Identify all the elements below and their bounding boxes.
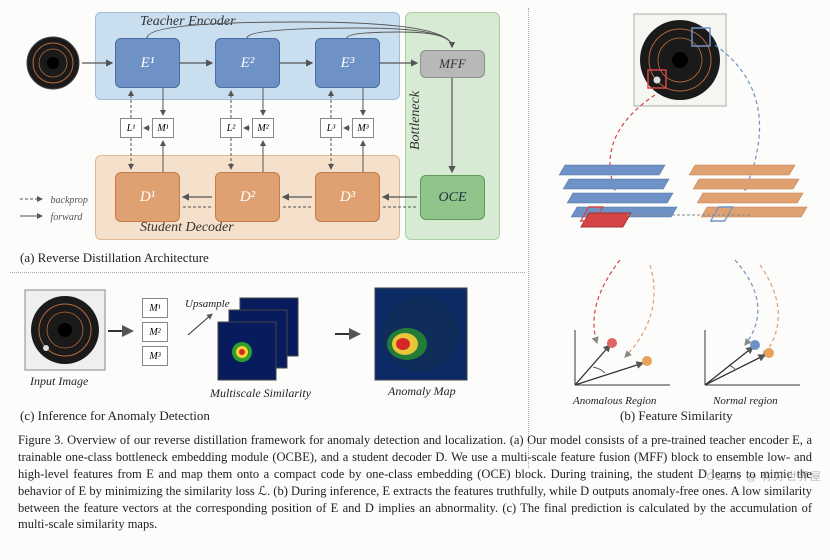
panel-b: Anomalous Region Normal region xyxy=(535,5,825,425)
anomalous-label: Anomalous Region xyxy=(573,395,656,407)
arrow-c2 xyxy=(335,328,365,340)
legend-backprop: backprop xyxy=(20,195,88,206)
subcaption-a: (a) Reverse Distillation Architecture xyxy=(20,250,209,266)
watermark: CSDN @ 你好世界屋 xyxy=(707,468,822,484)
arrow-c1 xyxy=(108,325,138,337)
input-image-label: Input Image xyxy=(30,374,88,389)
panel-a: Teacher Encoder Bottleneck Student Decod… xyxy=(0,0,525,270)
feature-grids xyxy=(555,155,815,285)
subcaption-b: (b) Feature Similarity xyxy=(620,408,733,424)
normal-label: Normal region xyxy=(713,395,778,407)
vector-plot-right xyxy=(695,325,805,395)
m1-c: M¹ xyxy=(142,298,168,318)
upsample-arrow xyxy=(188,310,218,340)
vector-plot-left xyxy=(565,325,675,395)
subcaption-c: (c) Inference for Anomaly Detection xyxy=(20,408,210,424)
figure-number: Figure 3. xyxy=(18,433,64,447)
m2-c: M² xyxy=(142,322,168,342)
horizontal-divider xyxy=(10,272,525,273)
multiscale-heatmaps xyxy=(218,298,328,388)
vertical-divider xyxy=(528,8,529,468)
anomaly-label: Anomaly Map xyxy=(388,384,456,399)
figure-caption: Figure 3. Overview of our reverse distil… xyxy=(18,432,812,533)
legend-forward: forward xyxy=(20,212,82,223)
multiscale-label: Multiscale Similarity xyxy=(210,386,311,401)
figure-caption-text: Overview of our reverse distillation fra… xyxy=(18,433,812,531)
m3-c: M³ xyxy=(142,346,168,366)
anomaly-map xyxy=(375,288,467,380)
input-image-c xyxy=(25,290,105,370)
